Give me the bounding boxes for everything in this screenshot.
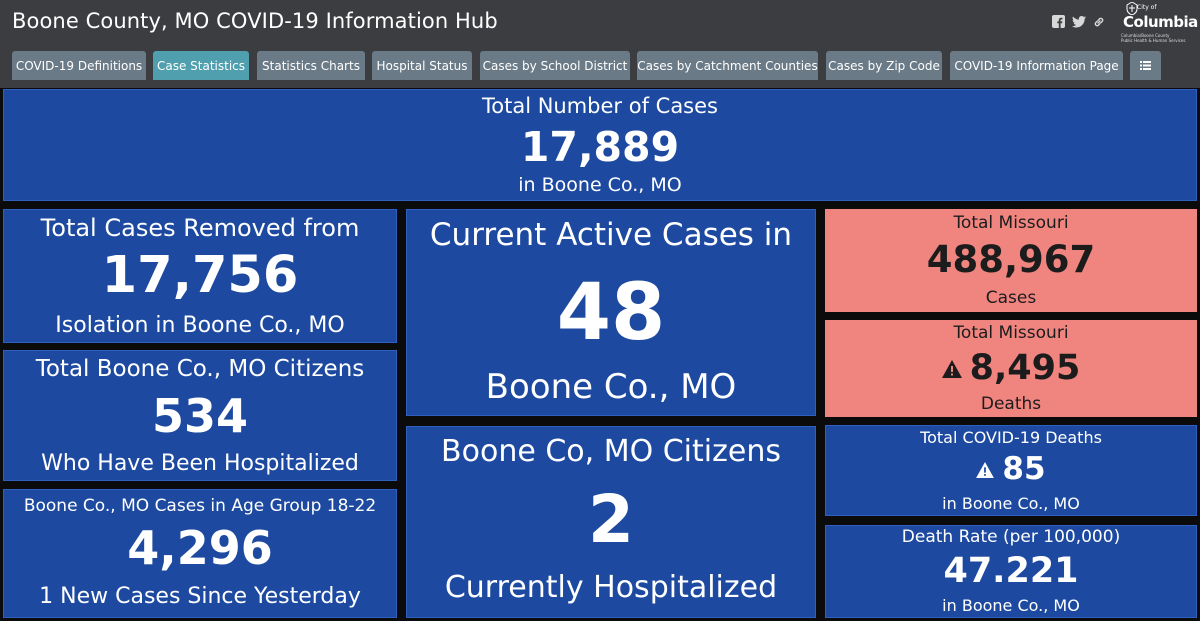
tile-title: Total Missouri: [953, 213, 1069, 233]
twitter-icon[interactable]: [1072, 15, 1086, 28]
warning-icon: [941, 359, 962, 378]
tile-title: Boone Co, MO Citizens: [441, 434, 781, 469]
tile-total-hospitalized: Total Boone Co., MO Citizens 534 Who Hav…: [3, 350, 397, 481]
tile-currently-hospitalized: Boone Co, MO Citizens 2 Currently Hospit…: [406, 426, 816, 618]
tile-caption: Isolation in Boone Co., MO: [55, 313, 345, 338]
city-of-columbia-logo: City of Columbia Columbia/Boone County P…: [1118, 2, 1198, 46]
warning-icon: [976, 461, 995, 478]
tile-caption: Deaths: [980, 394, 1042, 414]
tile-value: 8,495: [969, 348, 1081, 388]
tile-value: 2: [588, 481, 634, 558]
tile-caption: Boone Co., MO: [485, 367, 737, 407]
tile-caption: Who Have Been Hospitalized: [41, 451, 359, 476]
link-icon[interactable]: [1093, 16, 1105, 28]
tile-caption: 1 New Cases Since Yesterday: [39, 584, 361, 609]
tile-value: 17,756: [101, 246, 299, 305]
tile-title: Total Boone Co., MO Citizens: [35, 356, 365, 382]
tile-title: Total Missouri: [953, 323, 1069, 343]
tab-covid-19-definitions[interactable]: COVID-19 Definitions: [12, 51, 146, 80]
tile-value: 85: [1002, 451, 1046, 487]
app-title: Boone County, MO COVID-19 Information Hu…: [12, 9, 498, 33]
tile-title: Total Number of Cases: [481, 94, 718, 118]
tab-menu[interactable]: [1130, 51, 1161, 80]
app-header: Boone County, MO COVID-19 Information Hu…: [0, 0, 1200, 88]
tab-hospital-status[interactable]: Hospital Status: [372, 51, 472, 80]
tile-active-cases: Current Active Cases in 48 Boone Co., MO: [406, 209, 816, 416]
tile-missouri-deaths: Total Missouri 8,495 Deaths: [825, 320, 1197, 417]
tab-case-statistics[interactable]: Case Statistics: [153, 51, 249, 80]
tile-cases-removed: Total Cases Removed from 17,756 Isolatio…: [3, 209, 397, 343]
logo-city-of: City of: [1137, 4, 1157, 11]
tab-cases-by-catchment-counties[interactable]: Cases by Catchment Counties: [637, 51, 818, 80]
tile-title: Death Rate (per 100,000): [901, 527, 1121, 547]
tile-value: 17,889: [520, 123, 680, 171]
tile-caption: in Boone Co., MO: [942, 596, 1080, 615]
tile-death-rate: Death Rate (per 100,000) 47.221 in Boone…: [825, 525, 1197, 618]
tile-value: 47.221: [943, 551, 1079, 591]
tile-missouri-cases: Total Missouri 488,967 Cases: [825, 209, 1197, 312]
facebook-icon[interactable]: [1052, 15, 1065, 28]
list-icon: [1140, 61, 1151, 70]
tile-value: 4,296: [127, 521, 273, 575]
city-emblem-icon: [1126, 2, 1138, 15]
tile-caption: Cases: [985, 288, 1037, 308]
tab-cases-by-school-district[interactable]: Cases by School District: [480, 51, 630, 80]
tab-covid-19-information-page[interactable]: COVID-19 Information Page: [950, 51, 1123, 80]
tile-caption: in Boone Co., MO: [518, 174, 682, 196]
tile-age-group-cases: Boone Co., MO Cases in Age Group 18-22 4…: [3, 489, 397, 618]
tile-title: Total Cases Removed from: [40, 214, 360, 242]
tile-caption: Currently Hospitalized: [444, 570, 778, 605]
tile-boone-deaths: Total COVID-19 Deaths 85 in Boone Co., M…: [825, 425, 1197, 516]
tile-value: 488,967: [926, 238, 1096, 281]
tile-title: Total COVID-19 Deaths: [920, 428, 1102, 447]
tile-value: 48: [556, 268, 666, 358]
tab-cases-by-zip-code[interactable]: Cases by Zip Code: [826, 51, 942, 80]
tile-caption: in Boone Co., MO: [942, 494, 1080, 513]
tile-title: Current Active Cases in: [429, 217, 793, 253]
tab-statistics-charts[interactable]: Statistics Charts: [257, 51, 365, 80]
logo-name: Columbia: [1123, 13, 1198, 31]
tile-value: 534: [151, 389, 249, 443]
tile-title: Boone Co., MO Cases in Age Group 18-22: [23, 496, 377, 516]
logo-department: Columbia/Boone County Public Health & Hu…: [1121, 33, 1186, 43]
tile-total-cases: Total Number of Cases 17,889 in Boone Co…: [3, 89, 1197, 201]
share-links: [1052, 15, 1105, 28]
